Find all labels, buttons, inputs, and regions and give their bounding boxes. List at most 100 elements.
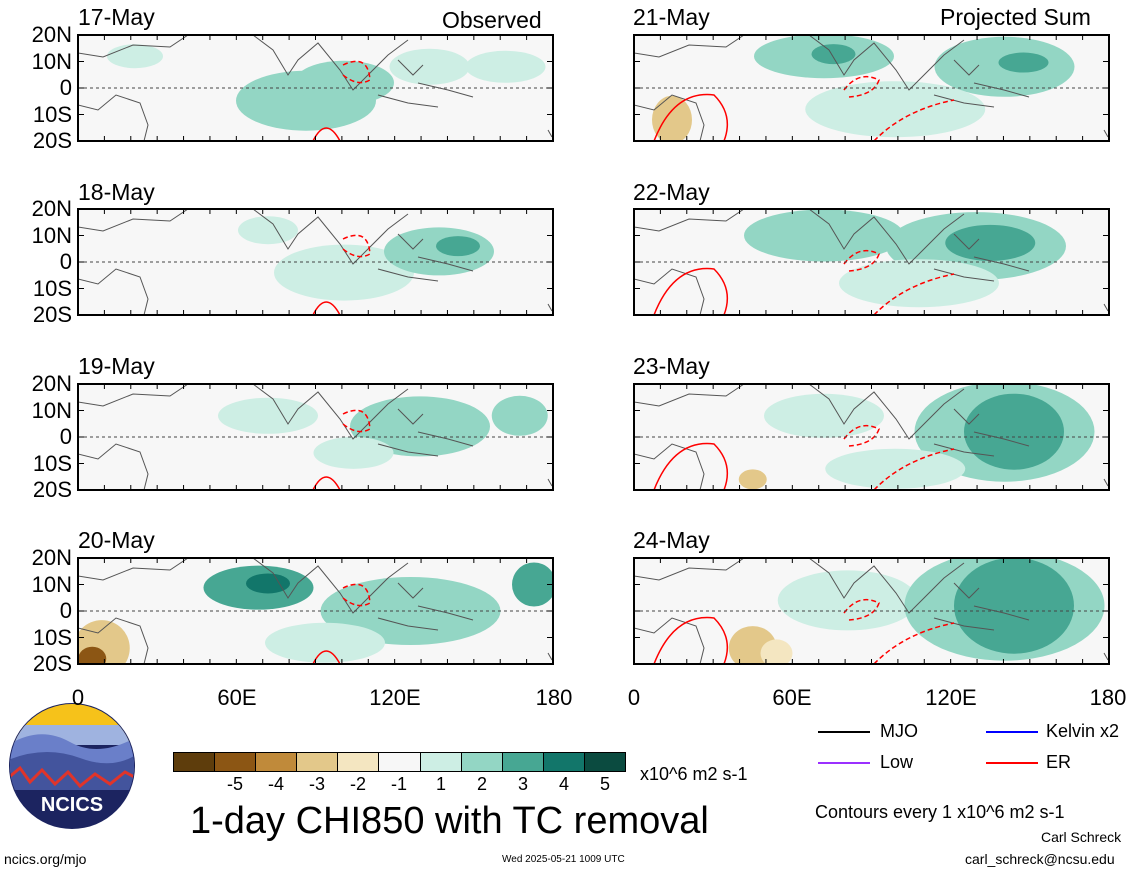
er-contour (653, 249, 955, 315)
low-line-swatch (818, 762, 870, 764)
colorbar-label: -1 (390, 774, 407, 794)
chi850-shading (78, 209, 553, 315)
map-panel (633, 383, 1110, 491)
lat-label-20n: 20N (31, 196, 72, 221)
colorbar-label: -2 (349, 774, 366, 794)
lat-label-10n: 10N (31, 398, 72, 423)
chi850-shading (78, 384, 553, 490)
colorbar-label: 2 (476, 774, 487, 794)
legend-label-kelvin: Kelvin x2 (1046, 721, 1120, 741)
er-contour (653, 598, 955, 664)
colorbar-swatch (584, 753, 626, 771)
lon-label-180: 180 (535, 685, 573, 710)
er-line-swatch (986, 762, 1038, 764)
lon-label-60e: 60E (772, 685, 812, 710)
lat-label-10s: 10S (32, 625, 72, 650)
er-contour (653, 424, 955, 490)
colorbar-swatch (543, 753, 585, 771)
panel-date-6: 22-May (633, 179, 710, 205)
lon-label-60e: 60E (217, 685, 257, 710)
lat-label-0: 0 (59, 249, 72, 274)
lat-label-10s: 10S (32, 102, 72, 127)
chi850-shading (634, 35, 1109, 141)
ncics-logo: NCICS (9, 703, 135, 829)
observed-label: Observed (442, 7, 542, 33)
map-panel (77, 34, 554, 142)
coastline (634, 209, 1109, 315)
colorbar-label: -5 (226, 774, 243, 794)
colorbar-swatch (379, 753, 421, 771)
colorbar-swatch (256, 753, 298, 771)
kelvin-line-swatch (986, 731, 1038, 733)
lat-label-0: 0 (59, 424, 72, 449)
lat-label-10n: 10N (31, 49, 72, 74)
chi850-shading (634, 209, 1109, 315)
chi850-shading (78, 35, 553, 141)
coastline (78, 209, 553, 315)
lat-label-10n: 10N (31, 223, 72, 248)
map-panel (77, 383, 554, 491)
coastline (634, 558, 1109, 664)
lat-label-20s: 20S (32, 477, 72, 502)
map-panel (633, 208, 1110, 316)
panel-date-8: 24-May (633, 527, 710, 553)
lat-label-20s: 20S (32, 651, 72, 676)
mjo-line-swatch (818, 731, 870, 733)
chi850-shading (634, 558, 1109, 664)
colorbar-label: 5 (599, 774, 610, 794)
lat-label-20s: 20S (32, 128, 72, 153)
source-url[interactable]: ncics.org/mjo (4, 851, 87, 867)
colorbar-swatch (502, 753, 544, 771)
map-panel (77, 208, 554, 316)
panel-date-3: 19-May (78, 353, 155, 379)
panel-date-2: 18-May (78, 179, 155, 205)
panel-date-4: 20-May (78, 527, 155, 553)
er-contour (653, 75, 955, 141)
panel-date-1: 17-May (78, 4, 155, 30)
svg-text:NCICS: NCICS (41, 794, 103, 816)
lon-label-120e: 120E (925, 685, 977, 710)
lon-label-0: 0 (71, 685, 85, 710)
colorbar-label: 3 (517, 774, 528, 794)
lat-label-10s: 10S (32, 451, 72, 476)
colorbar-units: x10^6 m2 s-1 (640, 764, 748, 784)
legend-label-er: ER (1046, 752, 1072, 772)
author-email[interactable]: carl_schreck@ncsu.edu (965, 851, 1115, 867)
coastline (78, 558, 553, 664)
contour-interval-note: Contours every 1 x10^6 m2 s-1 (815, 802, 1065, 822)
lat-label-0: 0 (59, 75, 72, 100)
colorbar-label: 1 (435, 774, 446, 794)
colorbar-swatch (420, 753, 462, 771)
panel-date-7: 23-May (633, 353, 710, 379)
lat-label-10n: 10N (31, 572, 72, 597)
colorbar-swatch (461, 753, 503, 771)
projected-label: Projected Sum (940, 4, 1091, 30)
colorbar-swatch (215, 753, 257, 771)
colorbar-swatch (174, 753, 216, 771)
lat-label-10s: 10S (32, 276, 72, 301)
lon-label-120e: 120E (369, 685, 421, 710)
lat-label-0: 0 (59, 598, 72, 623)
lat-label-20n: 20N (31, 545, 72, 570)
colorbar-swatch (297, 753, 339, 771)
map-panel (77, 557, 554, 665)
panel-date-5: 21-May (633, 4, 710, 30)
colorbar (173, 752, 626, 772)
timestamp: Wed 2025-05-21 1009 UTC (502, 854, 625, 865)
coastline (634, 35, 1109, 141)
legend-label-mjo: MJO (880, 721, 918, 741)
figure-title: 1-day CHI850 with TC removal (190, 800, 709, 842)
lat-label-20n: 20N (31, 371, 72, 396)
colorbar-label: 4 (558, 774, 569, 794)
legend-label-low: Low (880, 752, 914, 772)
author-name: Carl Schreck (1041, 829, 1122, 845)
colorbar-label: -4 (267, 774, 284, 794)
lat-label-20n: 20N (31, 22, 72, 47)
lon-label-0: 0 (627, 685, 641, 710)
map-panel (633, 34, 1110, 142)
map-panel (633, 557, 1110, 665)
lat-label-20s: 20S (32, 302, 72, 327)
coastline (78, 384, 553, 490)
colorbar-label: -3 (308, 774, 325, 794)
chi850-shading (634, 384, 1109, 490)
